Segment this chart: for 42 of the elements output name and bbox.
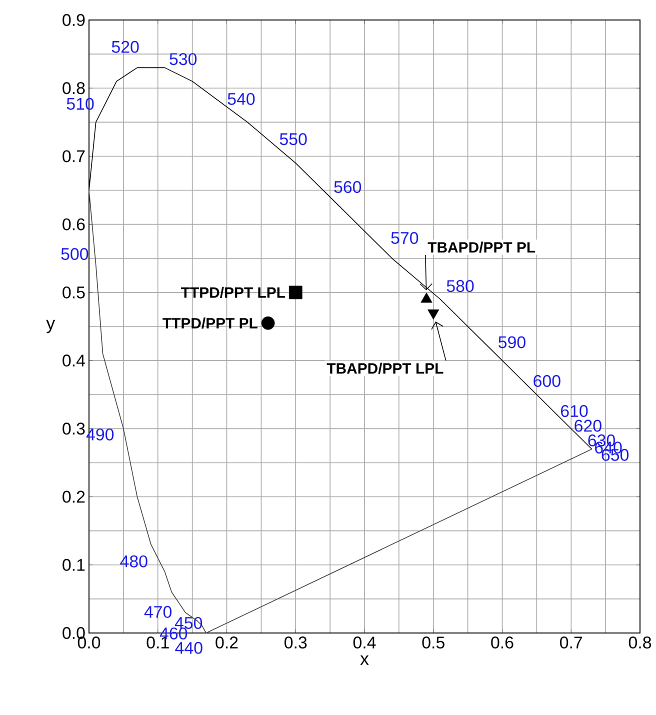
annotation: 550 bbox=[280, 133, 307, 146]
x-tick-label: 0.3 bbox=[284, 636, 307, 649]
annotation: 620 bbox=[574, 420, 602, 432]
annotation: 500 bbox=[61, 248, 88, 260]
annotation: 480 bbox=[120, 555, 148, 568]
series-label: TTPD/PPT PL bbox=[162, 318, 258, 329]
annotation: 580 bbox=[446, 280, 474, 292]
y-tick-label: 0.5 bbox=[62, 286, 85, 298]
y-tick-label: 0.7 bbox=[62, 150, 85, 162]
y-tick-label: 0.8 bbox=[62, 82, 85, 94]
y-tick-label: 0.3 bbox=[62, 422, 85, 435]
annotation: 600 bbox=[534, 374, 560, 387]
y-axis-title: y bbox=[46, 320, 56, 334]
x-tick-label: 0.7 bbox=[560, 636, 582, 649]
x-tick-label: 0.8 bbox=[628, 636, 652, 649]
annotation: 440 bbox=[175, 642, 202, 654]
x-tick-label: 0.2 bbox=[216, 636, 238, 649]
y-tick-label: 0.6 bbox=[62, 218, 85, 230]
annotation: 470 bbox=[144, 606, 172, 618]
annotation: 530 bbox=[170, 53, 197, 66]
text: TBAPD/PPT LPL bbox=[326, 362, 444, 374]
annotation: 570 bbox=[391, 232, 418, 244]
x-tick-label: 0.6 bbox=[491, 636, 514, 649]
y-tick-label: 0.0 bbox=[62, 627, 85, 639]
point bbox=[288, 286, 302, 300]
series-label: TTPD/PPT LPL bbox=[181, 286, 286, 298]
annotation: 520 bbox=[112, 40, 139, 53]
x-tick-label: 0.0 bbox=[78, 636, 100, 649]
annotation: 560 bbox=[334, 181, 362, 194]
annotation: 610 bbox=[560, 405, 588, 418]
x-axis-title: x bbox=[360, 655, 369, 665]
text: TBAPD/PPT PL bbox=[428, 242, 536, 253]
annotation: 590 bbox=[498, 336, 526, 348]
annotation: 540 bbox=[228, 92, 255, 105]
point bbox=[261, 316, 275, 330]
y-tick-label: 0.2 bbox=[62, 490, 85, 503]
x-tick-label: 0.5 bbox=[422, 636, 444, 649]
y-tick-label: 0.1 bbox=[62, 558, 85, 571]
y-tick-label: 0.4 bbox=[62, 354, 85, 367]
x-tick-label: 0.4 bbox=[353, 636, 376, 649]
point bbox=[420, 292, 432, 303]
y-tick-label: 0.9 bbox=[62, 14, 85, 26]
